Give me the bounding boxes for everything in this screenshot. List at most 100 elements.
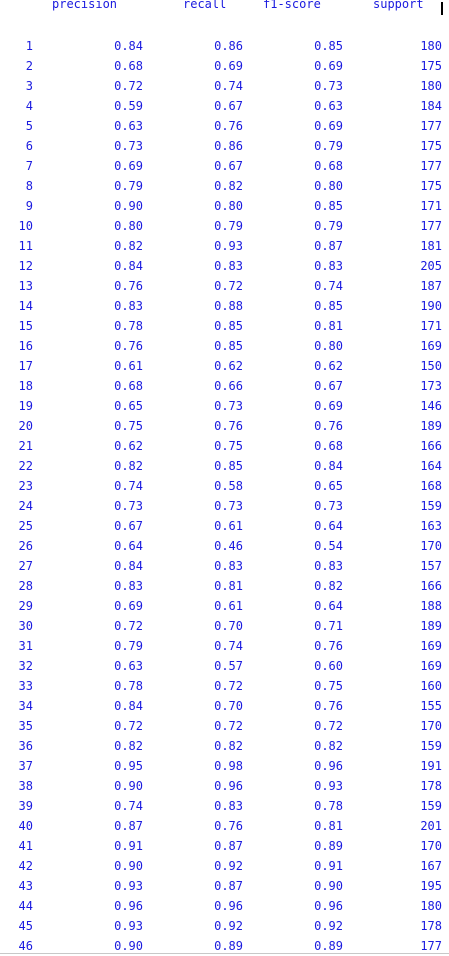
recall-value: 0.83 <box>214 559 243 573</box>
support-value: 177 <box>420 159 442 173</box>
recall-value: 0.85 <box>214 319 243 333</box>
recall-value: 0.70 <box>214 619 243 633</box>
f1-score-value: 0.64 <box>314 599 343 613</box>
f1-score-value: 0.73 <box>314 499 343 513</box>
table-row: 26 0.64 0.46 0.54 170 <box>0 536 449 556</box>
table-row: 18 0.68 0.66 0.67 173 <box>0 376 449 396</box>
precision-value: 0.87 <box>114 819 143 833</box>
table-row: 21 0.62 0.75 0.68 166 <box>0 436 449 456</box>
class-label: 20 <box>18 419 33 433</box>
recall-column-header: recall <box>183 0 227 11</box>
class-label: 25 <box>18 519 33 533</box>
f1-score-value: 0.76 <box>314 419 343 433</box>
class-label: 44 <box>18 899 33 913</box>
class-label: 16 <box>18 339 33 353</box>
recall-value: 0.72 <box>214 679 243 693</box>
class-label: 31 <box>18 639 33 653</box>
class-label: 46 <box>18 939 33 953</box>
table-row: 37 0.95 0.98 0.96 191 <box>0 756 449 776</box>
f1-score-value: 0.96 <box>314 899 343 913</box>
class-label: 17 <box>18 359 33 373</box>
support-value: 170 <box>420 839 442 853</box>
class-label: 45 <box>18 919 33 933</box>
precision-value: 0.69 <box>114 159 143 173</box>
f1-score-value: 0.54 <box>314 539 343 553</box>
table-row: 36 0.82 0.82 0.82 159 <box>0 736 449 756</box>
precision-value: 0.83 <box>114 579 143 593</box>
support-value: 171 <box>420 199 442 213</box>
precision-value: 0.82 <box>114 239 143 253</box>
precision-value: 0.59 <box>114 99 143 113</box>
recall-value: 0.96 <box>214 779 243 793</box>
support-value: 191 <box>420 759 442 773</box>
support-value: 164 <box>420 459 442 473</box>
f1-score-value: 0.68 <box>314 439 343 453</box>
f1-score-value: 0.62 <box>314 359 343 373</box>
f1-score-value: 0.92 <box>314 919 343 933</box>
f1-score-value: 0.69 <box>314 59 343 73</box>
support-value: 166 <box>420 439 442 453</box>
support-value: 189 <box>420 619 442 633</box>
class-label: 33 <box>18 679 33 693</box>
f1-score-value: 0.85 <box>314 199 343 213</box>
table-row: 13 0.76 0.72 0.74 187 <box>0 276 449 296</box>
table-row: 40 0.87 0.76 0.81 201 <box>0 816 449 836</box>
precision-value: 0.61 <box>114 359 143 373</box>
class-label: 18 <box>18 379 33 393</box>
f1-score-value: 0.76 <box>314 699 343 713</box>
precision-value: 0.82 <box>114 739 143 753</box>
support-value: 173 <box>420 379 442 393</box>
support-value: 205 <box>420 259 442 273</box>
support-value: 177 <box>420 219 442 233</box>
support-value: 167 <box>420 859 442 873</box>
f1-score-value: 0.60 <box>314 659 343 673</box>
recall-value: 0.89 <box>214 939 243 953</box>
precision-value: 0.72 <box>114 79 143 93</box>
support-value: 177 <box>420 939 442 953</box>
support-value: 157 <box>420 559 442 573</box>
precision-value: 0.91 <box>114 839 143 853</box>
precision-value: 0.76 <box>114 339 143 353</box>
class-label: 40 <box>18 819 33 833</box>
precision-value: 0.68 <box>114 379 143 393</box>
precision-value: 0.63 <box>114 659 143 673</box>
recall-value: 0.98 <box>214 759 243 773</box>
class-label: 29 <box>18 599 33 613</box>
support-value: 150 <box>420 359 442 373</box>
support-value: 175 <box>420 139 442 153</box>
precision-value: 0.90 <box>114 939 143 953</box>
table-row: 4 0.59 0.67 0.63 184 <box>0 96 449 116</box>
table-row: 10 0.80 0.79 0.79 177 <box>0 216 449 236</box>
support-value: 180 <box>420 79 442 93</box>
support-value: 201 <box>420 819 442 833</box>
recall-value: 0.73 <box>214 499 243 513</box>
f1-score-value: 0.96 <box>314 759 343 773</box>
class-label: 7 <box>25 159 33 173</box>
table-row: 17 0.61 0.62 0.62 150 <box>0 356 449 376</box>
f1-score-value: 0.64 <box>314 519 343 533</box>
f1-score-column-header: f1-score <box>263 0 321 11</box>
precision-value: 0.62 <box>114 439 143 453</box>
table-row: 3 0.72 0.74 0.73 180 <box>0 76 449 96</box>
recall-value: 0.73 <box>214 399 243 413</box>
f1-score-value: 0.82 <box>314 579 343 593</box>
f1-score-value: 0.63 <box>314 99 343 113</box>
precision-value: 0.79 <box>114 179 143 193</box>
class-label: 36 <box>18 739 33 753</box>
class-label: 32 <box>18 659 33 673</box>
recall-value: 0.85 <box>214 339 243 353</box>
text-cursor <box>441 2 443 15</box>
precision-value: 0.75 <box>114 419 143 433</box>
class-label: 30 <box>18 619 33 633</box>
class-label: 15 <box>18 319 33 333</box>
class-label: 26 <box>18 539 33 553</box>
precision-value: 0.93 <box>114 879 143 893</box>
table-row: 25 0.67 0.61 0.64 163 <box>0 516 449 536</box>
recall-value: 0.69 <box>214 59 243 73</box>
f1-score-value: 0.90 <box>314 879 343 893</box>
table-row: 19 0.65 0.73 0.69 146 <box>0 396 449 416</box>
recall-value: 0.61 <box>214 519 243 533</box>
recall-value: 0.87 <box>214 839 243 853</box>
support-value: 160 <box>420 679 442 693</box>
table-row: 16 0.76 0.85 0.80 169 <box>0 336 449 356</box>
